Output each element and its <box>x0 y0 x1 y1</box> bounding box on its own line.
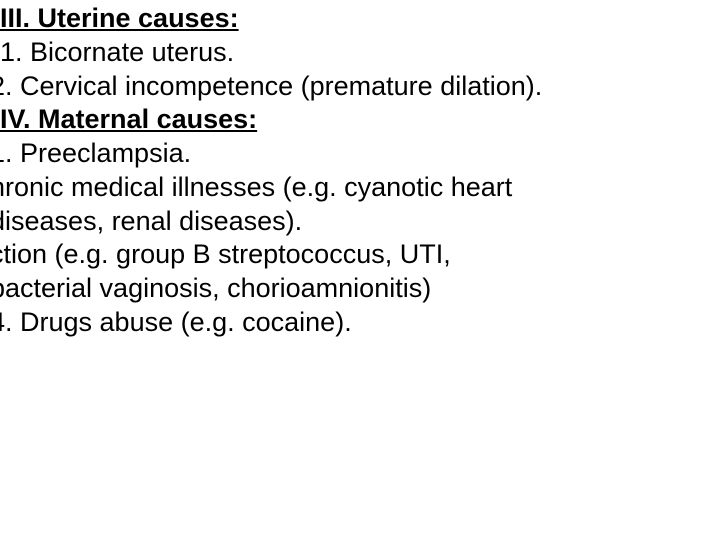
item-drugs-abuse: 4. Drugs abuse (e.g. cocaine). <box>0 306 720 340</box>
item-chronic-illness-part2: diseases, renal diseases). <box>0 205 720 239</box>
heading-maternal-causes: IV. Maternal causes: <box>0 103 720 137</box>
item-infection-part1: ction (e.g. group B streptococcus, UTI, <box>0 238 720 272</box>
item-cervical-incompetence: 2. Cervical incompetence (premature dila… <box>0 70 720 104</box>
heading-uterine-causes: III. Uterine causes: <box>0 2 720 36</box>
item-chronic-illness-part1: hronic medical illnesses (e.g. cyanotic … <box>0 171 720 205</box>
item-preeclampsia: 1. Preeclampsia. <box>0 137 720 171</box>
document-body: III. Uterine causes: 1. Bicornate uterus… <box>0 0 720 340</box>
item-infection-part2: bacterial vaginosis, chorioamnionitis) <box>0 272 720 306</box>
item-bicornate-uterus: 1. Bicornate uterus. <box>0 36 720 70</box>
